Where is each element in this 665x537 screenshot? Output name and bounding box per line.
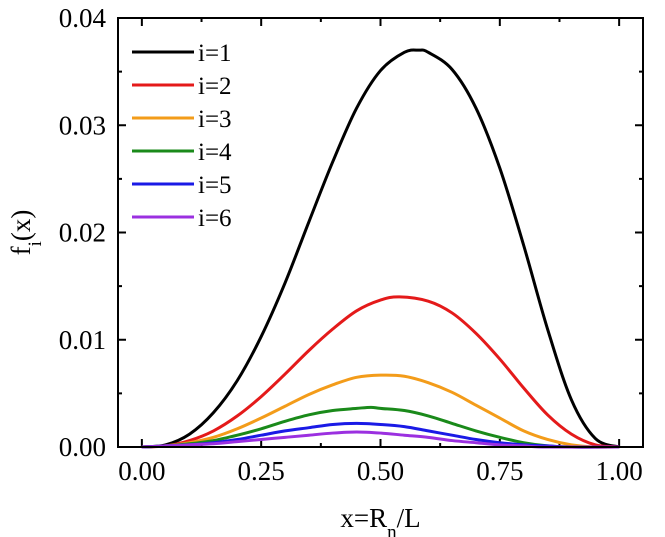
x-tick-label: 0.50 <box>357 456 404 486</box>
plot-frame <box>117 17 644 448</box>
y-axis-title-tail: (x) <box>6 210 36 241</box>
legend-label-2: i=2 <box>198 73 232 100</box>
x-tick-label: 0.75 <box>476 456 523 486</box>
y-tick-label: 0.02 <box>59 218 106 248</box>
x-tick-label: 1.00 <box>596 456 643 486</box>
x-axis-title-tail: /L <box>397 503 421 533</box>
x-axis-title-sub: n <box>387 522 397 537</box>
y-tick-label: 0.01 <box>59 325 106 355</box>
series-line-2 <box>141 295 620 449</box>
legend-label-4: i=4 <box>198 139 232 166</box>
x-tick-label: 0.00 <box>118 456 165 486</box>
y-axis-title: fi(x) <box>6 210 46 256</box>
series-line-6 <box>141 430 620 449</box>
y-axis-title-main: f <box>6 246 36 255</box>
x-axis-title: x=Rn/L <box>340 503 420 537</box>
legend-label-1: i=1 <box>198 40 232 67</box>
legend: i=1 i=2 i=3 i=4 i=5 i=6 <box>132 40 232 232</box>
series-line-4 <box>141 405 620 449</box>
series-line-1 <box>141 48 620 449</box>
x-axis-title-main: x=R <box>340 503 387 533</box>
legend-label-6: i=6 <box>198 205 232 232</box>
series-layer <box>141 48 620 449</box>
y-tick-label: 0.04 <box>59 3 107 33</box>
y-tick-label: 0.03 <box>59 110 106 140</box>
legend-label-5: i=5 <box>198 172 232 199</box>
y-tick-label: 0.00 <box>59 432 106 462</box>
series-line-3 <box>141 373 620 449</box>
x-tick-label: 0.25 <box>238 456 285 486</box>
y-axis-title-sub: i <box>25 241 46 246</box>
tick-layer: 0.00 0.25 0.50 0.75 1.00 0.00 0.01 0.02 0.03 0.04 <box>59 3 643 486</box>
legend-label-3: i=3 <box>198 106 232 133</box>
